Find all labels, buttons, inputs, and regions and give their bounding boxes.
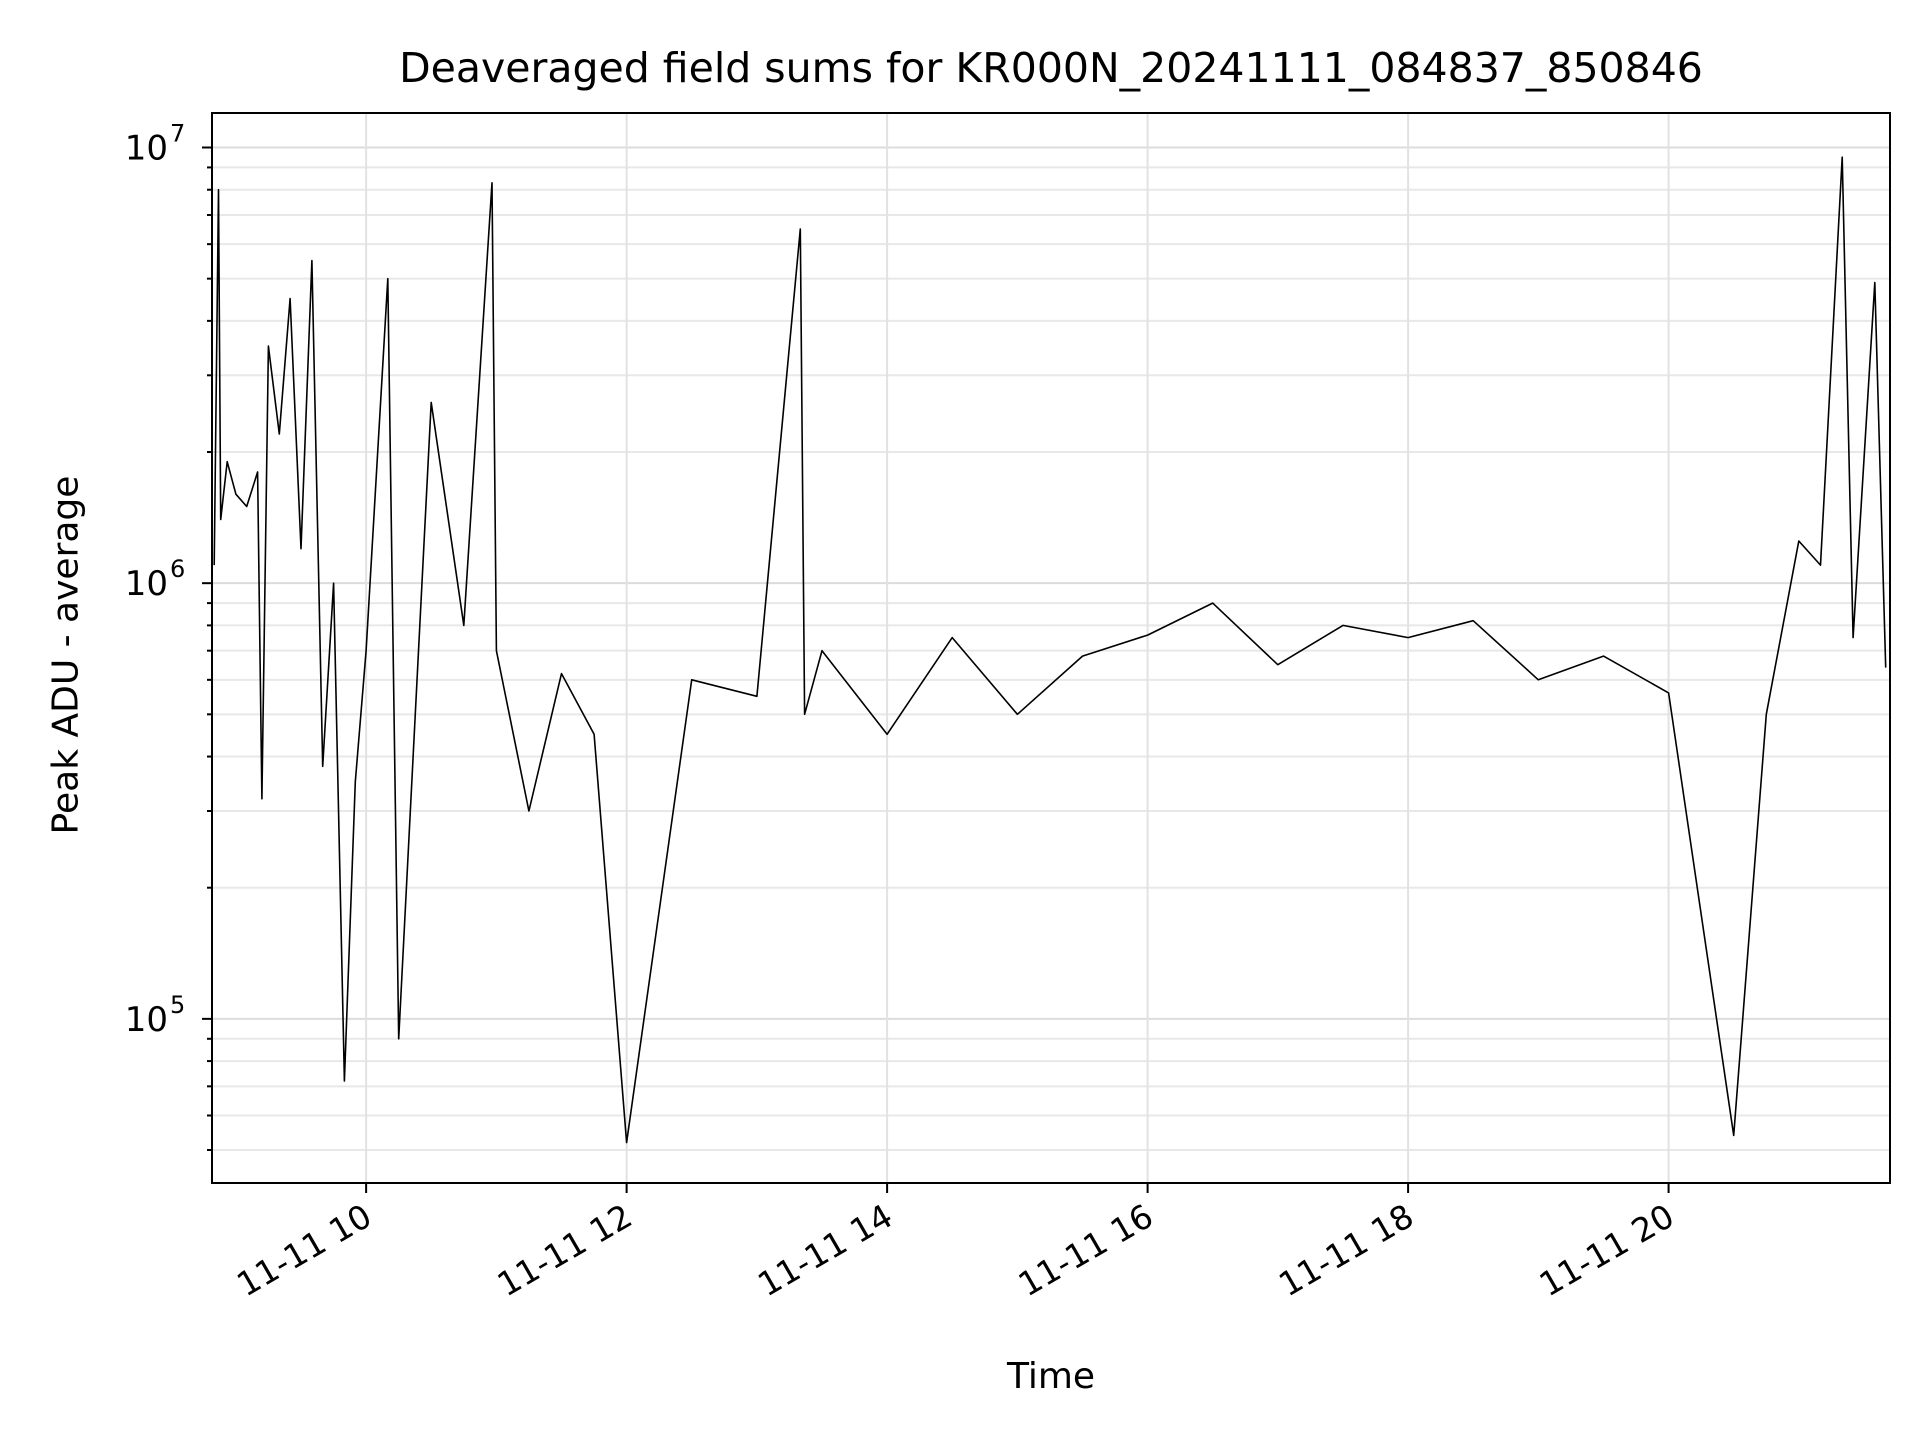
y-tick-label: 10: [125, 1000, 168, 1040]
axes-frame: [211, 112, 1891, 1184]
y-tick-exponent: 6: [170, 555, 185, 583]
x-tick-label: 11-11 14: [751, 1196, 899, 1304]
x-tick-label: 11-11 10: [230, 1196, 378, 1304]
x-tick-label: 11-11 16: [1012, 1196, 1160, 1304]
y-tick-exponent: 7: [170, 119, 185, 147]
x-tick-label: 11-11 12: [491, 1196, 639, 1304]
x-tick-label: 11-11 20: [1533, 1196, 1681, 1304]
data-line: [213, 156, 1887, 1144]
y-tick-label: 10: [125, 564, 168, 604]
y-tick-label: 10: [125, 128, 168, 168]
y-tick-exponent: 5: [170, 991, 185, 1019]
x-axis-label: Time: [1006, 1356, 1096, 1397]
x-tick-label: 11-11 18: [1272, 1196, 1420, 1304]
chart-title: Deaveraged field sums for KR000N_2024111…: [399, 44, 1703, 92]
